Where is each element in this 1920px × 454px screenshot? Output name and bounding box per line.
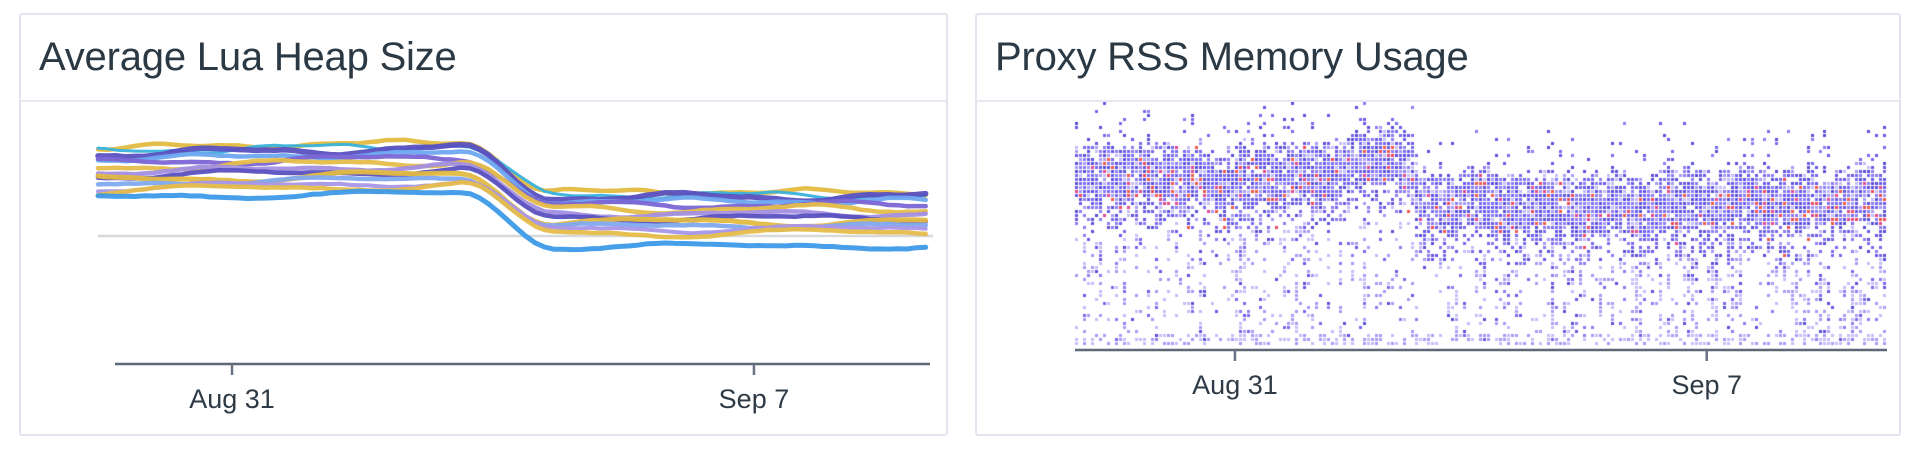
proxy-rss-heatmap[interactable] [977, 102, 1899, 434]
line-series-8 [95, 165, 928, 225]
panel-lua-heap: Average Lua Heap Size Aug 31 Sep 7 [19, 13, 948, 436]
proxy-rss-axis-layer: Aug 31 Sep 7 [1075, 348, 1887, 400]
proxy-rss-chart-area: Aug 31 Sep 7 [977, 102, 1899, 434]
x-tick-label: Sep 7 [1671, 370, 1742, 400]
line-series-4 [95, 149, 928, 207]
panel-title-lua-heap[interactable]: Average Lua Heap Size [39, 35, 457, 79]
line-series-12 [95, 180, 928, 240]
x-tick-label: Aug 31 [1192, 370, 1278, 400]
lua-heap-chart-area: Aug 31 Sep 7 [21, 102, 946, 434]
lua-heap-line-chart[interactable]: Aug 31 Sep 7 [21, 102, 946, 434]
dashboard-row: Average Lua Heap Size Aug 31 Sep 7 Proxy … [19, 13, 1901, 436]
panel-header: Proxy RSS Memory Usage [977, 15, 1899, 102]
x-tick-label: Sep 7 [719, 384, 790, 414]
x-tick-label: Aug 31 [189, 384, 275, 414]
line-series-6 [95, 157, 928, 216]
line-series-7 [95, 161, 928, 220]
line-series-13 [95, 188, 929, 253]
panel-header: Average Lua Heap Size [21, 15, 946, 102]
line-series-11 [96, 179, 928, 236]
panel-title-proxy-rss[interactable]: Proxy RSS Memory Usage [995, 35, 1469, 79]
panel-proxy-rss: Proxy RSS Memory Usage Aug 31 Sep 7 [975, 13, 1901, 436]
